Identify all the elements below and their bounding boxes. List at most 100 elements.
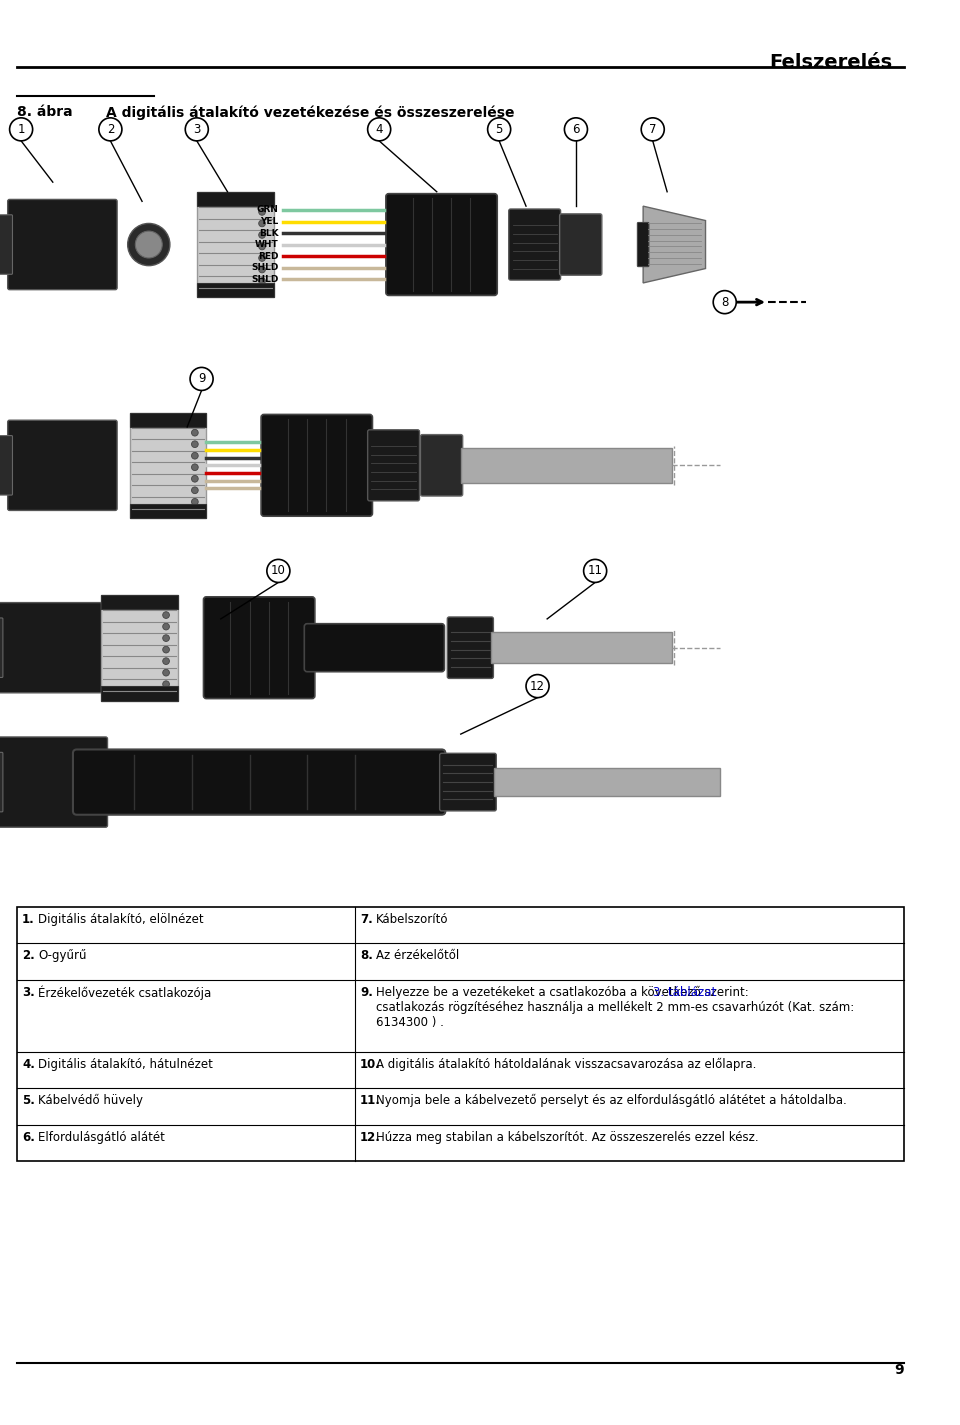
Text: 6: 6: [572, 123, 580, 135]
FancyBboxPatch shape: [101, 685, 178, 701]
FancyBboxPatch shape: [261, 415, 372, 516]
FancyBboxPatch shape: [0, 436, 12, 494]
Circle shape: [258, 219, 265, 227]
Circle shape: [267, 560, 290, 583]
FancyBboxPatch shape: [0, 737, 108, 826]
Circle shape: [258, 208, 265, 215]
Circle shape: [162, 647, 169, 653]
Text: 10.: 10.: [360, 1057, 381, 1070]
Circle shape: [258, 255, 265, 261]
FancyBboxPatch shape: [509, 209, 561, 281]
Text: 1: 1: [17, 123, 25, 135]
Text: 10: 10: [271, 564, 286, 577]
Text: SHLD: SHLD: [251, 264, 278, 272]
Polygon shape: [492, 633, 672, 663]
Circle shape: [162, 611, 169, 618]
FancyBboxPatch shape: [447, 617, 493, 678]
FancyBboxPatch shape: [101, 594, 178, 701]
Text: Digitális átalakító, hátulnézet: Digitális átalakító, hátulnézet: [38, 1057, 213, 1070]
Text: 11.: 11.: [360, 1094, 381, 1107]
Circle shape: [162, 670, 169, 675]
Text: Érzékelővezeték csatlakozója: Érzékelővezeték csatlakozója: [38, 986, 211, 1000]
Circle shape: [258, 266, 265, 272]
Circle shape: [99, 118, 122, 141]
Text: 4.: 4.: [22, 1057, 35, 1070]
Text: 6.: 6.: [22, 1130, 35, 1143]
Text: Helyezze be a vezetékeket a csatlakozóba a következő szerint:: Helyezze be a vezetékeket a csatlakozóba…: [376, 986, 753, 999]
Text: 9: 9: [895, 1364, 904, 1377]
Text: Kábelvédő hüvely: Kábelvédő hüvely: [38, 1094, 143, 1107]
Text: 7.: 7.: [360, 912, 372, 926]
FancyBboxPatch shape: [560, 214, 602, 275]
Circle shape: [190, 368, 213, 390]
Text: 12: 12: [530, 680, 545, 693]
Circle shape: [258, 244, 265, 249]
Text: 2: 2: [107, 123, 114, 135]
Circle shape: [191, 429, 198, 436]
Circle shape: [564, 118, 588, 141]
Circle shape: [258, 232, 265, 238]
Text: Felszerelés: Felszerelés: [770, 53, 893, 71]
Circle shape: [713, 291, 736, 314]
Text: 12.: 12.: [360, 1130, 381, 1143]
Text: Kábelszorító: Kábelszorító: [376, 912, 448, 926]
Text: 6134300 ) .: 6134300 ) .: [376, 1016, 444, 1029]
FancyBboxPatch shape: [8, 420, 117, 510]
FancyBboxPatch shape: [130, 412, 206, 519]
FancyBboxPatch shape: [130, 503, 206, 519]
FancyBboxPatch shape: [368, 430, 420, 500]
Polygon shape: [494, 768, 720, 797]
FancyBboxPatch shape: [0, 618, 3, 677]
Circle shape: [191, 452, 198, 459]
Circle shape: [135, 231, 162, 258]
Text: Elfordulásgátló alátét: Elfordulásgátló alátét: [38, 1130, 165, 1143]
Text: Nyomja bele a kábelvezető perselyt és az elfordulásgátló alátétet a hátoldalba.: Nyomja bele a kábelvezető perselyt és az…: [376, 1094, 847, 1107]
FancyBboxPatch shape: [73, 750, 445, 815]
Circle shape: [185, 118, 208, 141]
Circle shape: [162, 623, 169, 630]
FancyBboxPatch shape: [420, 435, 463, 496]
Text: SHLD: SHLD: [251, 275, 278, 284]
Text: 9.: 9.: [360, 986, 372, 999]
Text: 7: 7: [649, 123, 657, 135]
Circle shape: [191, 465, 198, 470]
Circle shape: [526, 674, 549, 698]
FancyBboxPatch shape: [197, 284, 274, 298]
Text: 8: 8: [721, 295, 729, 309]
Circle shape: [191, 476, 198, 482]
Text: 4: 4: [375, 123, 383, 135]
Circle shape: [584, 560, 607, 583]
Text: A digitális átalakító vezetékezése és összeszerelése: A digitális átalakító vezetékezése és ös…: [106, 105, 515, 120]
FancyBboxPatch shape: [386, 194, 497, 295]
FancyBboxPatch shape: [0, 603, 108, 693]
Text: 3. táblázat: 3. táblázat: [653, 986, 716, 999]
FancyBboxPatch shape: [0, 752, 3, 812]
Text: WHT: WHT: [254, 239, 278, 249]
Text: BLK: BLK: [259, 228, 278, 238]
Text: Digitális átalakító, elölnézet: Digitális átalakító, elölnézet: [38, 912, 204, 926]
Text: 8.: 8.: [360, 949, 372, 962]
Polygon shape: [461, 447, 672, 483]
Text: 11: 11: [588, 564, 603, 577]
Text: 8. ábra: 8. ábra: [17, 105, 73, 120]
FancyBboxPatch shape: [197, 192, 274, 207]
Text: A digitális átalakító hátoldalának visszacsavarozása az előlapra.: A digitális átalakító hátoldalának vissz…: [376, 1057, 756, 1070]
FancyBboxPatch shape: [8, 200, 117, 289]
FancyBboxPatch shape: [130, 412, 206, 428]
Circle shape: [368, 118, 391, 141]
Polygon shape: [643, 207, 706, 284]
FancyBboxPatch shape: [440, 754, 496, 811]
FancyBboxPatch shape: [17, 906, 904, 1161]
Text: 1.: 1.: [22, 912, 35, 926]
Circle shape: [162, 634, 169, 641]
Circle shape: [191, 440, 198, 447]
Circle shape: [128, 224, 170, 265]
Text: Az érzékelőtől: Az érzékelőtől: [376, 949, 460, 962]
Circle shape: [488, 118, 511, 141]
Text: GRN: GRN: [256, 205, 278, 215]
Circle shape: [641, 118, 664, 141]
Text: RED: RED: [258, 252, 278, 261]
Text: 2.: 2.: [22, 949, 35, 962]
FancyBboxPatch shape: [204, 597, 315, 698]
Circle shape: [162, 681, 169, 687]
